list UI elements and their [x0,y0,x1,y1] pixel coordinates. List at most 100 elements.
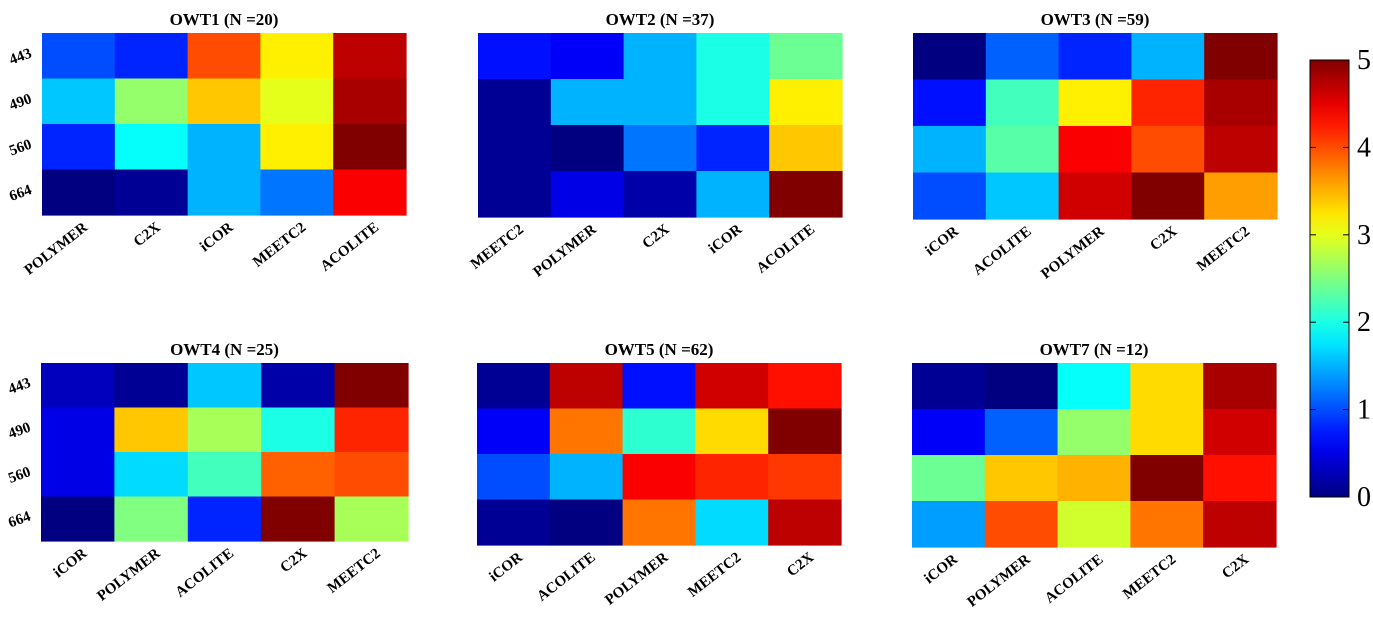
heatmap-cell [769,33,843,80]
panel-title: OWT5 (N =62) [605,340,714,359]
heatmap-cell [695,499,769,546]
heatmap-cell [985,126,1060,174]
x-tick-label: POLYMER [602,549,671,608]
x-tick-label: iCOR [922,223,962,259]
heatmap-cell [913,33,987,81]
heatmap-cell [913,126,987,174]
heatmap-cell [114,78,189,125]
heatmap-cell [913,172,987,220]
heatmap-cell [1131,79,1205,127]
heatmap-cell [187,496,262,542]
heatmap-panel-3: OWT3 (N =59) iCOR ACOLITE POLYMER C2X MEETC2 [913,10,1278,283]
panel-title: OWT1 (N =20) [170,10,279,29]
heatmap-cell [1131,172,1205,220]
y-tick-label: 443 [6,375,33,398]
x-tick-label: MEETC2 [325,546,384,597]
x-tick-label: C2X [131,219,164,250]
colorbar-tick-label: 1 [1357,395,1371,426]
panel-title: OWT4 (N =25) [170,340,279,359]
heatmap-cell [261,363,336,409]
colorbar-tick-label: 4 [1357,132,1371,163]
panel-title: OWT3 (N =59) [1041,10,1150,29]
heatmap-cell [768,363,842,410]
heatmap-cell [477,454,551,501]
x-tick-label: MEETC2 [250,220,309,271]
heatmap-cell [187,124,261,171]
heatmap-cell [550,79,625,126]
heatmap-cell [1058,126,1132,174]
heatmap-cell [261,407,336,453]
y-tick-label: 490 [6,420,33,443]
x-tick-label: POLYMER [1038,223,1107,282]
colorbar-tick-label: 0 [1357,482,1371,513]
heatmap-cell [623,33,697,80]
heatmap-cell [696,171,770,218]
heatmap-cell [42,124,116,171]
heatmap-cell [769,125,843,172]
heatmap-panel-1: OWT1 (N =20) 443 490 560 664 POLYMER C2X iCOR ME… [7,10,407,279]
heatmap-cell [42,78,116,125]
x-tick-label: iCOR [706,221,746,257]
x-tick-label: ACOLITE [318,220,382,275]
heatmap-cell [622,454,696,501]
heatmap-cell [623,171,697,218]
colorbar: 5 4 3 2 1 0 [1309,45,1371,513]
heatmap-cell [769,79,843,126]
heatmap-cell [261,496,336,542]
heatmap-cell [549,454,624,501]
heatmap-cell [768,408,842,455]
heatmap-cell [1057,363,1131,410]
heatmap-cell [695,454,769,501]
heatmap-cell [260,169,334,216]
heatmap-cell [334,407,409,453]
x-tick-label: POLYMER [94,545,163,604]
x-tick-label: MEETC2 [1194,224,1253,275]
heatmap-cell [260,33,334,80]
heatmap-cell [984,409,1059,456]
x-tick-label: iCOR [51,545,91,581]
heatmap-cell [1130,501,1204,548]
heatmap-cell [260,124,334,171]
heatmap-cell [1058,79,1132,127]
heatmap-cell [912,455,986,502]
heatmap-cell [696,125,770,172]
x-tick-label: C2X [1147,223,1180,254]
heatmap-cell [1131,126,1205,174]
x-tick-label: MEETC2 [685,550,744,601]
heatmap-cell [768,499,842,546]
panel-title: OWT7 (N =12) [1040,340,1149,359]
heatmap-cell [550,125,625,172]
heatmap-cell [187,363,262,409]
heatmap-cell [187,169,261,216]
heatmap-cell [187,33,261,80]
heatmap-cell [549,363,624,410]
heatmap-cell [913,79,987,127]
heatmap-cell [768,454,842,501]
heatmap-cell [41,452,115,498]
heatmap-cell [769,171,843,218]
panel-title: OWT2 (N =37) [606,10,715,29]
heatmap-cell [42,169,116,216]
heatmap-cell [912,501,986,548]
heatmap-cell [1204,172,1278,220]
heatmap-panel-5: OWT5 (N =62) iCOR ACOLITE POLYMER MEETC2 C2X [477,340,842,609]
heatmap-cell [985,33,1060,81]
y-tick-label: 664 [7,182,34,205]
heatmap-cell [1203,409,1277,456]
x-tick-label: MEETC2 [468,222,527,273]
x-tick-label: iCOR [486,549,526,585]
heatmap-cell [333,124,407,171]
heatmap-cell [696,33,770,80]
y-tick-label: 664 [6,508,33,531]
x-tick-label: MEETC2 [1120,552,1179,603]
heatmap-cell [334,452,409,498]
x-tick-label: POLYMER [22,219,91,278]
heatmap-cell [114,496,189,542]
heatmap-cell [41,363,115,409]
heatmap-cell [478,79,552,126]
heatmap-cell [985,172,1060,220]
heatmap-cell [1057,409,1131,456]
heatmap-cell [334,496,409,542]
